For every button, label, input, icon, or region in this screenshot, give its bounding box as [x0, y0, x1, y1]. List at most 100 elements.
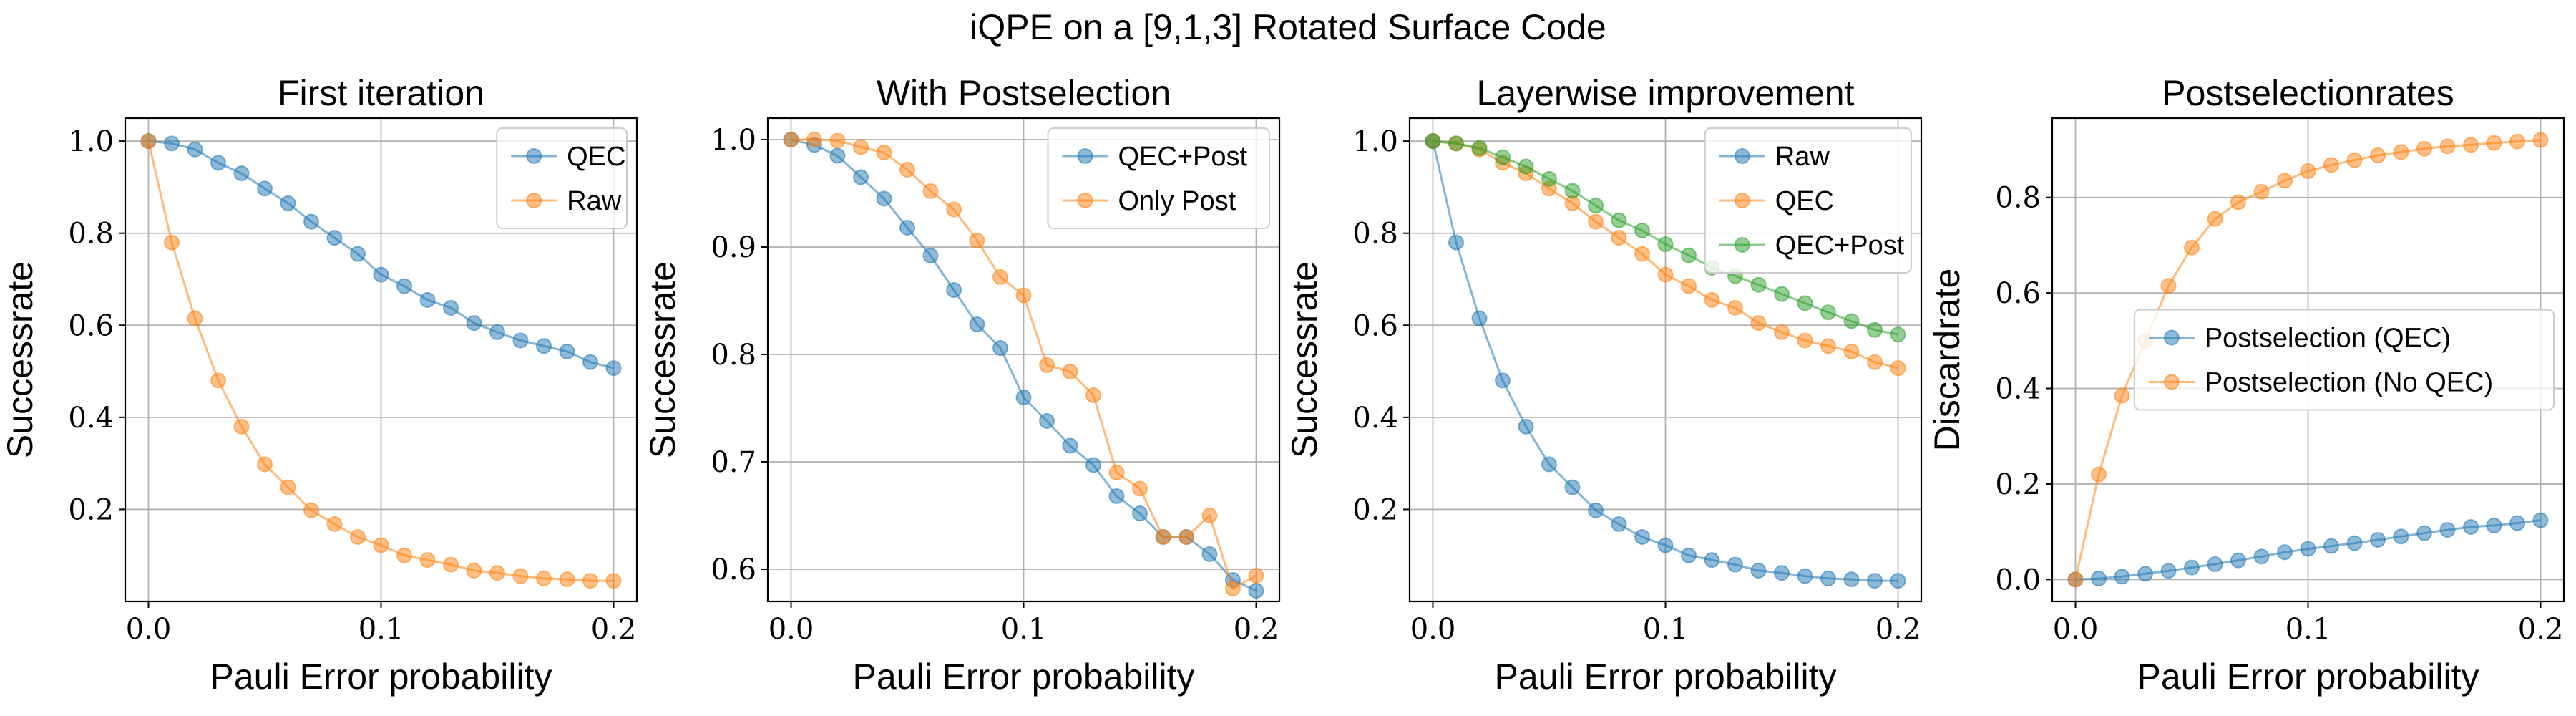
legend-marker [1734, 237, 1750, 253]
data-point [1634, 246, 1650, 262]
data-point [1681, 247, 1697, 263]
x-axis-label: Pauli Error probability [210, 657, 552, 697]
data-point [992, 340, 1008, 356]
data-point [1518, 418, 1534, 435]
data-point [829, 132, 846, 149]
data-point [2486, 517, 2502, 533]
data-point [922, 248, 939, 263]
data-point [1132, 480, 1148, 497]
legend-marker [1734, 148, 1750, 164]
data-point [373, 266, 389, 283]
legend-entry: Postselection (QEC) [2205, 324, 2451, 354]
series-2 [783, 132, 1264, 596]
data-point [1820, 304, 1836, 321]
legend-box [1704, 127, 1912, 274]
data-point [419, 291, 436, 308]
data-point [1704, 552, 1720, 569]
legend-marker [1077, 148, 1093, 164]
data-point [1588, 502, 1604, 518]
legend-marker [526, 148, 542, 164]
data-point [233, 418, 250, 435]
data-point [1727, 299, 1743, 316]
data-point [559, 343, 575, 359]
data-point [1108, 488, 1125, 504]
data-point [489, 324, 505, 340]
data-point [257, 180, 273, 197]
data-point [2067, 571, 2084, 588]
data-point [1867, 573, 1883, 589]
data-point [1820, 338, 1836, 354]
data-point [1471, 310, 1488, 326]
data-point [853, 139, 869, 155]
y-tick-label: 0.6 [1352, 309, 1398, 342]
y-tick-label: 0.8 [1352, 218, 1398, 251]
data-point [969, 233, 985, 248]
data-point [2160, 278, 2177, 294]
data-point [2346, 535, 2363, 551]
x-tick-label: 0.2 [2518, 613, 2564, 646]
data-point [1039, 357, 1055, 373]
data-point [187, 310, 203, 326]
y-tick-label: 0.9 [711, 231, 756, 264]
series-1 [140, 133, 622, 377]
legend-entry: QEC [567, 142, 625, 172]
data-point [419, 552, 436, 569]
data-point [1015, 287, 1032, 304]
data-point [1634, 222, 1650, 238]
data-point [1774, 565, 1790, 581]
y-tick-label: 0.2 [1352, 493, 1398, 526]
legend-entry: Postselection (No QEC) [2205, 368, 2493, 398]
axes-frame [1408, 117, 1923, 603]
axes-frame [124, 117, 638, 603]
data-point [2277, 544, 2293, 561]
data-point [1541, 170, 1557, 187]
data-point [1448, 234, 1464, 251]
data-point [1681, 547, 1697, 563]
data-point [257, 456, 273, 473]
x-tick-label: 0.1 [2285, 613, 2331, 646]
data-point [326, 516, 343, 532]
data-point [582, 573, 598, 589]
data-point [2370, 531, 2386, 548]
data-point [1201, 546, 1218, 562]
axes-frame [2051, 117, 2565, 603]
data-point [1867, 354, 1883, 370]
data-point [2532, 512, 2549, 528]
data-point [2114, 569, 2130, 585]
y-axis-label: Discardrate [1927, 268, 1967, 452]
data-point [783, 132, 799, 147]
data-point [1797, 332, 1813, 349]
data-point [1611, 230, 1627, 246]
data-point [559, 571, 575, 588]
data-point [1890, 573, 1906, 589]
legend: Postselection (QEC) Postselection (No QEC… [2133, 309, 2555, 411]
legend-box [1047, 127, 1270, 229]
data-point [2463, 518, 2479, 535]
data-point [396, 547, 412, 563]
data-point [2532, 132, 2549, 148]
data-point [2114, 387, 2130, 404]
data-point [280, 479, 296, 495]
series-2 [140, 133, 622, 589]
data-point [443, 556, 459, 573]
data-point [140, 133, 157, 150]
data-point [2439, 521, 2456, 538]
y-tick-label: 0.8 [711, 339, 756, 372]
data-point [899, 220, 915, 236]
y-tick-label: 0.8 [1995, 182, 2041, 215]
data-point [2230, 552, 2246, 569]
grid [768, 118, 1279, 601]
data-point [512, 568, 529, 584]
y-tick-label: 1.0 [711, 124, 756, 157]
x-axis-label: Pauli Error probability [853, 657, 1195, 697]
data-point [1248, 568, 1264, 584]
y-tick-label: 0.6 [68, 309, 114, 342]
data-point [2439, 138, 2456, 155]
data-point [443, 299, 459, 316]
data-point [876, 190, 892, 207]
data-point [187, 141, 203, 158]
data-point [1611, 516, 1627, 532]
axes-frame [766, 117, 1281, 603]
data-point [2253, 548, 2270, 565]
data-point [1495, 149, 1511, 165]
